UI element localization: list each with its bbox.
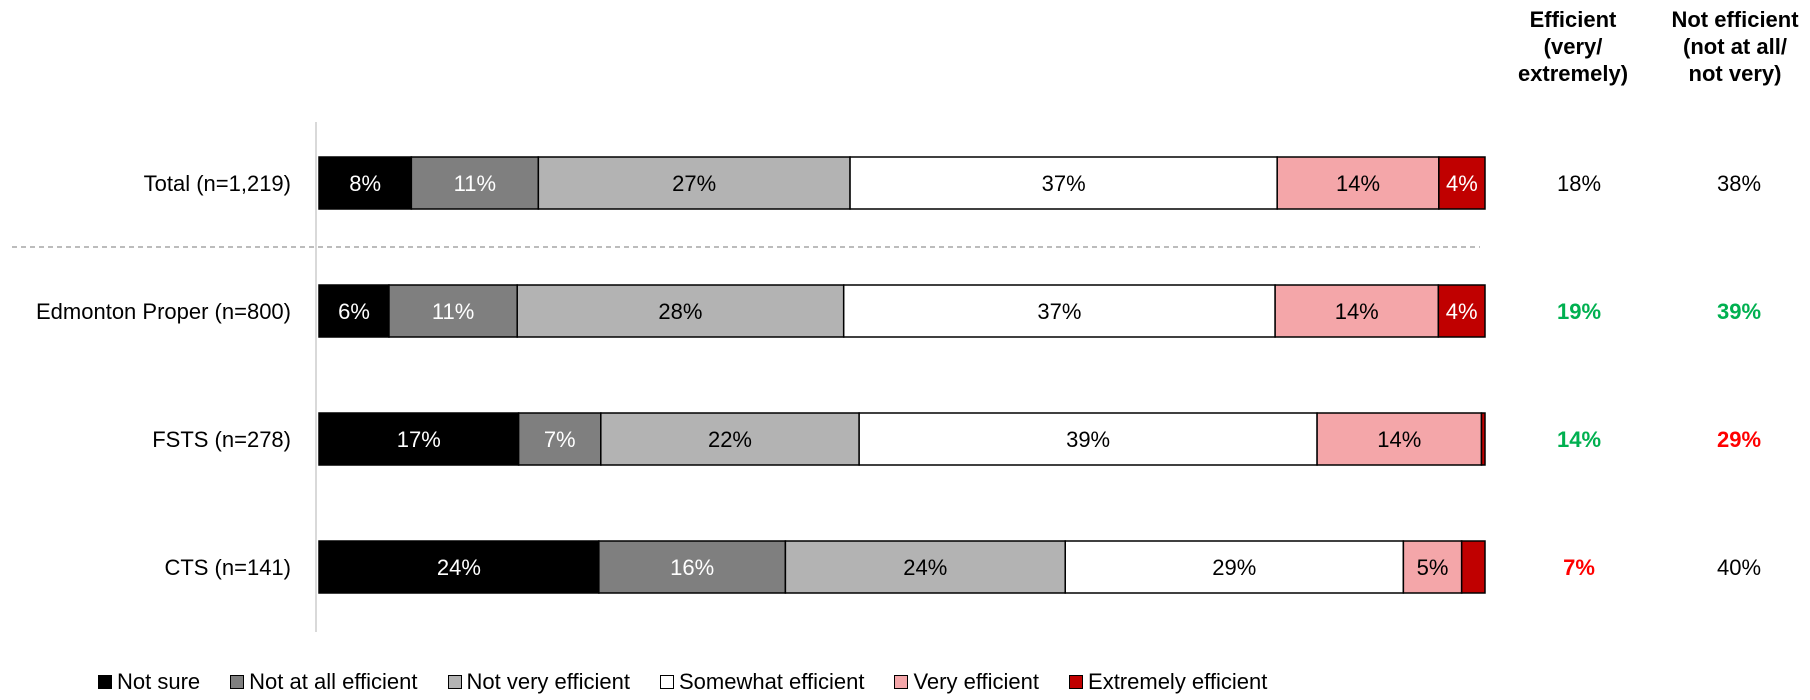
bar-not-very-efficient-edmonton-proper-n-800 xyxy=(516,284,845,338)
summary-header-efficient: Efficient (very/ extremely) xyxy=(1498,6,1648,87)
bar-somewhat-efficient-edmonton-proper-n-800 xyxy=(842,284,1276,338)
data-label-not-very-efficient-edmonton-proper-n-800: 28% xyxy=(658,299,702,324)
category-label-cts-n-141: CTS (n=141) xyxy=(164,555,291,580)
summary-value-not-efficient-fsts-n-278: 29% xyxy=(1717,427,1761,452)
bar-not-sure-fsts-n-278 xyxy=(318,412,520,466)
data-label-not-at-all-efficient-cts-n-141: 16% xyxy=(670,555,714,580)
legend-swatch-extremely-efficient xyxy=(1069,675,1084,689)
bar-extremely-efficient-total-n-1-219 xyxy=(1438,156,1486,210)
data-label-extremely-efficient-edmonton-proper-n-800: 4% xyxy=(1446,299,1478,324)
bar-not-sure-edmonton-proper-n-800 xyxy=(318,284,390,338)
bar-very-efficient-total-n-1-219 xyxy=(1276,156,1440,210)
bar-extremely-efficient-edmonton-proper-n-800 xyxy=(1437,284,1486,338)
data-label-not-at-all-efficient-edmonton-proper-n-800: 11% xyxy=(432,299,474,324)
summary-value-efficient-fsts-n-278: 14% xyxy=(1557,427,1601,452)
bar-not-sure-cts-n-141 xyxy=(318,540,600,594)
data-label-not-sure-fsts-n-278: 17% xyxy=(397,427,441,452)
legend-swatch-somewhat-efficient xyxy=(659,675,674,689)
summary-value-not-efficient-edmonton-proper-n-800: 39% xyxy=(1717,299,1761,324)
summary-value-not-efficient-total-n-1-219: 38% xyxy=(1717,171,1761,196)
legend-item-not-at-all-efficient: Not at all efficient xyxy=(230,669,418,695)
data-label-very-efficient-fsts-n-278: 14% xyxy=(1377,427,1421,452)
data-label-somewhat-efficient-cts-n-141: 29% xyxy=(1212,555,1256,580)
data-label-not-at-all-efficient-fsts-n-278: 7% xyxy=(544,427,576,452)
bar-not-at-all-efficient-cts-n-141 xyxy=(598,540,787,594)
summary-header-not-efficient-text: Not efficient (not at all/ not very) xyxy=(1671,7,1799,86)
data-label-not-very-efficient-total-n-1-219: 27% xyxy=(672,171,716,196)
data-label-very-efficient-cts-n-141: 5% xyxy=(1417,555,1449,580)
bar-not-very-efficient-fsts-n-278 xyxy=(600,412,860,466)
data-label-somewhat-efficient-edmonton-proper-n-800: 37% xyxy=(1037,299,1081,324)
bar-extremely-efficient-fsts-n-278 xyxy=(1480,412,1486,466)
legend-swatch-very-efficient xyxy=(894,675,909,689)
legend-item-not-sure: Not sure xyxy=(98,669,200,695)
legend: Not sure Not at all efficient Not very e… xyxy=(98,669,1297,695)
legend-label-not-sure: Not sure xyxy=(117,669,201,694)
bar-extremely-efficient-cts-n-141 xyxy=(1460,540,1486,594)
data-label-not-sure-total-n-1-219: 8% xyxy=(349,171,381,196)
legend-label-not-at-all-efficient: Not at all efficient xyxy=(249,669,418,694)
legend-swatch-not-sure xyxy=(98,675,112,689)
category-label-edmonton-proper-n-800: Edmonton Proper (n=800) xyxy=(36,299,291,324)
bar-not-at-all-efficient-total-n-1-219 xyxy=(410,156,540,210)
bar-very-efficient-edmonton-proper-n-800 xyxy=(1274,284,1440,338)
data-label-somewhat-efficient-total-n-1-219: 37% xyxy=(1042,171,1086,196)
legend-item-very-efficient: Very efficient xyxy=(894,669,1039,695)
data-label-somewhat-efficient-fsts-n-278: 39% xyxy=(1066,427,1110,452)
summary-header-not-efficient: Not efficient (not at all/ not very) xyxy=(1660,6,1810,87)
legend-label-extremely-efficient: Extremely efficient xyxy=(1088,669,1268,694)
category-label-fsts-n-278: FSTS (n=278) xyxy=(152,427,291,452)
legend-swatch-not-very-efficient xyxy=(447,675,462,689)
data-label-not-sure-edmonton-proper-n-800: 6% xyxy=(338,299,370,324)
summary-header-efficient-text: Efficient (very/ extremely) xyxy=(1517,7,1629,86)
data-label-not-sure-cts-n-141: 24% xyxy=(437,555,481,580)
data-label-not-very-efficient-fsts-n-278: 22% xyxy=(708,427,752,452)
bar-not-at-all-efficient-fsts-n-278 xyxy=(517,412,602,466)
legend-item-somewhat-efficient: Somewhat efficient xyxy=(659,669,865,695)
legend-swatch-not-at-all-efficient xyxy=(230,675,245,689)
legend-label-somewhat-efficient: Somewhat efficient xyxy=(678,669,865,694)
legend-item-not-very-efficient: Not very efficient xyxy=(447,669,630,695)
bar-not-at-all-efficient-edmonton-proper-n-800 xyxy=(388,284,518,338)
summary-value-efficient-cts-n-141: 7% xyxy=(1563,555,1595,580)
data-label-very-efficient-total-n-1-219: 14% xyxy=(1336,171,1380,196)
data-label-not-at-all-efficient-total-n-1-219: 11% xyxy=(454,171,496,196)
legend-item-extremely-efficient: Extremely efficient xyxy=(1069,669,1267,695)
summary-value-not-efficient-cts-n-141: 40% xyxy=(1717,555,1761,580)
legend-label-not-very-efficient: Not very efficient xyxy=(466,669,630,694)
data-label-extremely-efficient-total-n-1-219: 4% xyxy=(1446,171,1478,196)
data-label-not-very-efficient-cts-n-141: 24% xyxy=(903,555,947,580)
summary-value-efficient-edmonton-proper-n-800: 19% xyxy=(1557,299,1601,324)
data-label-very-efficient-edmonton-proper-n-800: 14% xyxy=(1335,299,1379,324)
legend-label-very-efficient: Very efficient xyxy=(913,669,1040,694)
summary-value-efficient-total-n-1-219: 18% xyxy=(1557,171,1601,196)
category-label-total-n-1-219: Total (n=1,219) xyxy=(144,171,291,196)
